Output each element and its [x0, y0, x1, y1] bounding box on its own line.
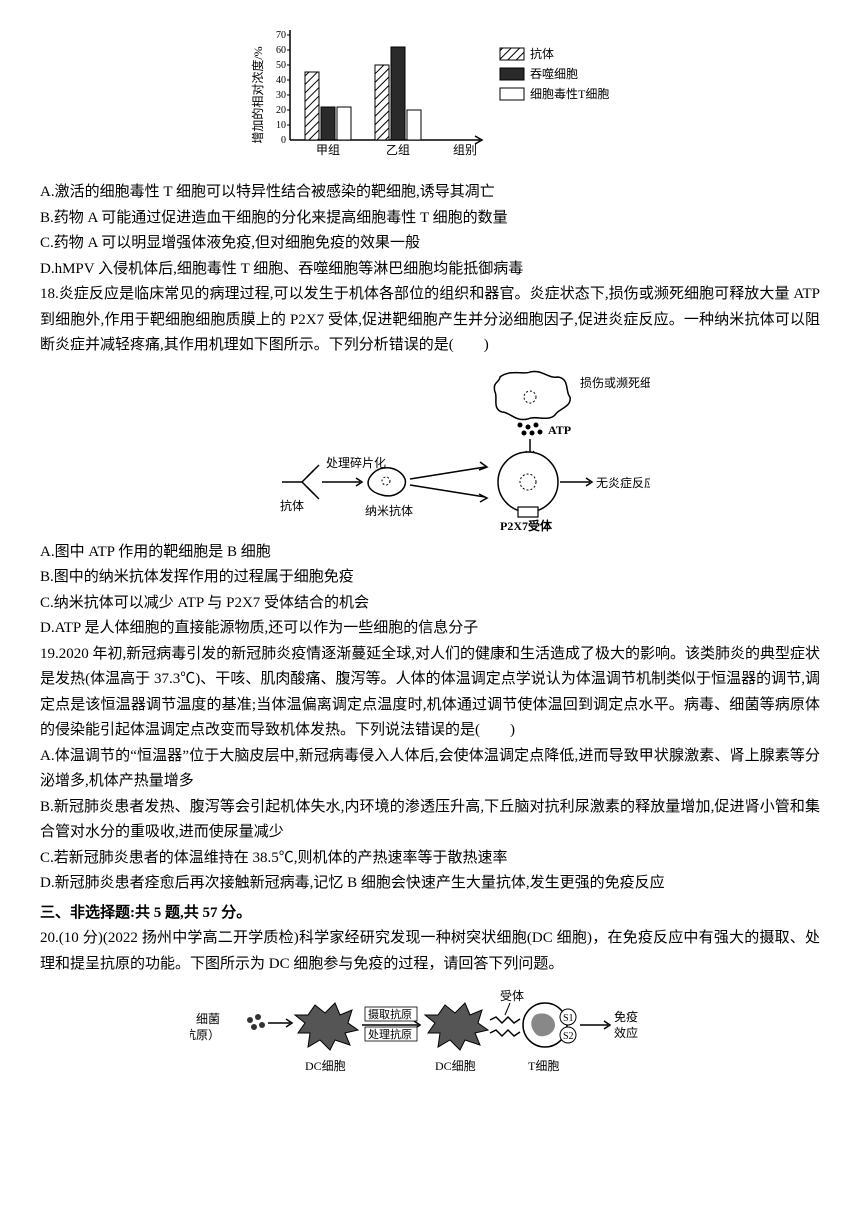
q17-option-b: B.药物 A 可能通过促进造血干细胞的分化来提高细胞毒性 T 细胞的数量 — [40, 206, 820, 232]
y-axis-label: 增加的相对浓度/% — [250, 46, 265, 143]
antibody-icon — [282, 465, 319, 499]
q19-stem: 19.2020 年初,新冠病毒引发的新冠肺炎疫情逐渐蔓延全球,对人们的健康和生活… — [40, 642, 820, 744]
svg-text:60: 60 — [276, 45, 286, 56]
q18-diagram: 损伤或濒死细胞 ATP 抗体 处理碎片化 纳米抗体 — [40, 367, 820, 532]
svg-text:摄取抗原: 摄取抗原 — [368, 1007, 412, 1021]
cat1: 甲组 — [316, 143, 340, 157]
svg-text:免疫: 免疫 — [614, 1009, 638, 1024]
svg-text:抗体: 抗体 — [280, 498, 304, 513]
cat2: 乙组 — [386, 143, 410, 157]
q19-option-d: D.新冠肺炎患者痊愈后再次接触新冠病毒,记忆 B 细胞会快速产生大量抗体,发生更… — [40, 871, 820, 897]
y-ticks: 0 10 20 30 40 50 60 70 — [276, 30, 290, 146]
q18-option-a: A.图中 ATP 作用的靶细胞是 B 细胞 — [40, 540, 820, 566]
svg-text:ATP: ATP — [548, 423, 571, 437]
svg-text:S2: S2 — [563, 1031, 574, 1042]
svg-text:T细胞: T细胞 — [528, 1059, 559, 1073]
q18-stem: 18.炎症反应是临床常见的病理过程,可以发生于机体各部位的组织和器官。炎症状态下… — [40, 282, 820, 359]
svg-text:处理碎片化: 处理碎片化 — [326, 455, 386, 470]
q17-option-d: D.hMPV 入侵机体后,细胞毒性 T 细胞、吞噬细胞等淋巴细胞均能抵御病毒 — [40, 257, 820, 283]
svg-text:20: 20 — [276, 105, 286, 116]
q20-diagram: 细菌 （抗原） DC细胞 摄取抗原 处理抗原 DC细胞 受体 T细胞 S1 S2 — [40, 985, 820, 1085]
svg-text:抗体: 抗体 — [530, 46, 554, 61]
bar-chart-svg: 增加的相对浓度/% 0 10 20 30 40 50 60 70 甲组 乙组 组… — [250, 20, 610, 170]
svg-text:70: 70 — [276, 30, 286, 41]
atp-dots — [518, 422, 543, 435]
q20-stem: 20.(10 分)(2022 扬州中学高二开学质检)科学家经研究发现一种树突状细… — [40, 926, 820, 977]
svg-text:细菌: 细菌 — [196, 1012, 220, 1026]
x-axis-label: 组别 — [453, 143, 477, 157]
q17-chart: 增加的相对浓度/% 0 10 20 30 40 50 60 70 甲组 乙组 组… — [40, 20, 820, 170]
svg-text:40: 40 — [276, 75, 286, 86]
svg-text:吞噬细胞: 吞噬细胞 — [530, 66, 578, 81]
svg-text:10: 10 — [276, 120, 286, 131]
legend: 抗体 吞噬细胞 细胞毒性T细胞 — [500, 46, 609, 101]
svg-text:无炎症反应: 无炎症反应 — [596, 475, 650, 490]
svg-text:DC细胞: DC细胞 — [305, 1059, 346, 1073]
svg-text:细胞毒性T细胞: 细胞毒性T细胞 — [530, 87, 609, 101]
svg-text:损伤或濒死细胞: 损伤或濒死细胞 — [580, 376, 650, 390]
svg-text:处理抗原: 处理抗原 — [368, 1027, 412, 1041]
svg-text:30: 30 — [276, 90, 286, 101]
bacteria-icon — [247, 1014, 265, 1030]
svg-text:0: 0 — [281, 135, 286, 146]
q18-option-b: B.图中的纳米抗体发挥作用的过程属于细胞免疫 — [40, 565, 820, 591]
q18-svg: 损伤或濒死细胞 ATP 抗体 处理碎片化 纳米抗体 — [210, 367, 650, 532]
q19-option-a: A.体温调节的“恒温器”位于大脑皮层中,新冠病毒侵入人体后,会使体温调定点降低,… — [40, 744, 820, 795]
q19-option-b: B.新冠肺炎患者发热、腹泻等会引起机体失水,内环境的渗透压升高,下丘脑对抗利尿激… — [40, 795, 820, 846]
q20-svg: 细菌 （抗原） DC细胞 摄取抗原 处理抗原 DC细胞 受体 T细胞 S1 S2 — [190, 985, 670, 1085]
q19-option-c: C.若新冠肺炎患者的体温维持在 38.5℃,则机体的产热速率等于散热速率 — [40, 846, 820, 872]
svg-text:P2X7受体: P2X7受体 — [500, 518, 553, 532]
svg-text:（抗原）: （抗原） — [190, 1027, 220, 1042]
svg-text:DC细胞: DC细胞 — [435, 1059, 476, 1073]
q17-option-c: C.药物 A 可以明显增强体液免疫,但对细胞免疫的效果一般 — [40, 231, 820, 257]
svg-text:S1: S1 — [563, 1013, 574, 1024]
q18-option-d: D.ATP 是人体细胞的直接能源物质,还可以作为一些细胞的信息分子 — [40, 616, 820, 642]
svg-text:受体: 受体 — [500, 989, 524, 1003]
svg-text:纳米抗体: 纳米抗体 — [365, 503, 413, 518]
svg-text:效应: 效应 — [614, 1025, 638, 1040]
section3-title: 三、非选择题:共 5 题,共 57 分。 — [40, 901, 820, 927]
q17-option-a: A.激活的细胞毒性 T 细胞可以特异性结合被感染的靶细胞,诱导其凋亡 — [40, 180, 820, 206]
q18-option-c: C.纳米抗体可以减少 ATP 与 P2X7 受体结合的机会 — [40, 591, 820, 617]
svg-text:50: 50 — [276, 60, 286, 71]
